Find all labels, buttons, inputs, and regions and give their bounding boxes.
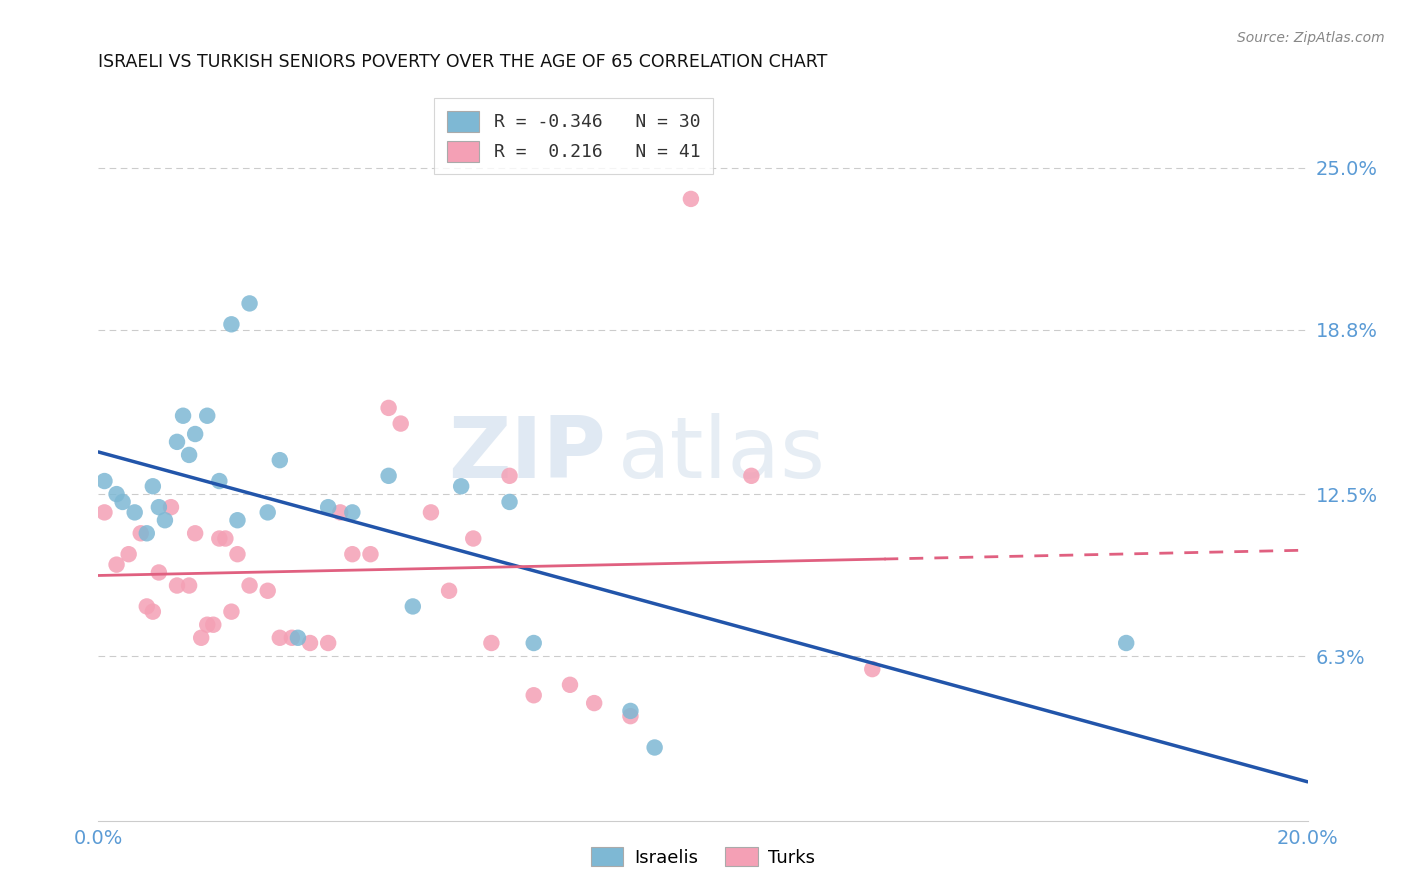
Point [195, 409, 218, 423]
Point [160, 500, 183, 515]
Point [135, 526, 157, 541]
Point [214, 532, 236, 546]
Point [93, 505, 115, 519]
Point [221, 318, 243, 332]
Point [202, 617, 225, 632]
Point [118, 547, 141, 561]
Point [740, 468, 762, 483]
Point [221, 605, 243, 619]
Point [498, 468, 520, 483]
Point [256, 583, 278, 598]
Point [239, 296, 262, 310]
Text: ZIP: ZIP [449, 413, 606, 497]
Point [148, 500, 170, 515]
Point [269, 631, 291, 645]
Point [148, 566, 170, 580]
Point [377, 401, 399, 415]
Point [129, 526, 152, 541]
Point [190, 631, 212, 645]
Point [860, 662, 883, 676]
Point [316, 500, 339, 515]
Point [135, 599, 157, 614]
Point [105, 487, 128, 501]
Point [179, 578, 201, 592]
Point [172, 409, 194, 423]
Point [226, 513, 249, 527]
Point [679, 192, 702, 206]
Point [342, 547, 364, 561]
Point [153, 513, 176, 527]
Legend: R = -0.346   N = 30, R =  0.216   N = 41: R = -0.346 N = 30, R = 0.216 N = 41 [434, 98, 713, 174]
Point [583, 696, 606, 710]
Point [208, 532, 231, 546]
Text: Source: ZipAtlas.com: Source: ZipAtlas.com [1237, 31, 1385, 45]
Point [619, 704, 641, 718]
Point [239, 578, 262, 592]
Point [111, 495, 134, 509]
Point [329, 505, 352, 519]
Point [523, 688, 546, 702]
Point [644, 740, 666, 755]
Point [184, 526, 207, 541]
Point [166, 578, 188, 592]
Point [256, 505, 278, 519]
Point [93, 474, 115, 488]
Point [105, 558, 128, 572]
Point [498, 495, 520, 509]
Point [619, 709, 641, 723]
Legend: Israelis, Turks: Israelis, Turks [583, 840, 823, 874]
Point [281, 631, 304, 645]
Point [299, 636, 322, 650]
Point [166, 434, 188, 449]
Point [360, 547, 382, 561]
Point [316, 636, 339, 650]
Point [226, 547, 249, 561]
Text: atlas: atlas [619, 413, 827, 497]
Point [523, 636, 546, 650]
Point [124, 505, 146, 519]
Y-axis label: Seniors Poverty Over the Age of 65: Seniors Poverty Over the Age of 65 [0, 320, 7, 590]
Point [463, 532, 485, 546]
Point [179, 448, 201, 462]
Point [287, 631, 309, 645]
Text: ISRAELI VS TURKISH SENIORS POVERTY OVER THE AGE OF 65 CORRELATION CHART: ISRAELI VS TURKISH SENIORS POVERTY OVER … [98, 53, 828, 71]
Point [402, 599, 425, 614]
Point [142, 605, 165, 619]
Point [377, 468, 399, 483]
Point [389, 417, 412, 431]
Point [208, 474, 231, 488]
Point [558, 678, 581, 692]
Point [437, 583, 460, 598]
Point [184, 427, 207, 442]
Point [481, 636, 503, 650]
Point [342, 505, 364, 519]
Point [1115, 636, 1137, 650]
Point [420, 505, 443, 519]
Point [450, 479, 472, 493]
Point [142, 479, 165, 493]
Point [269, 453, 291, 467]
Point [195, 617, 218, 632]
